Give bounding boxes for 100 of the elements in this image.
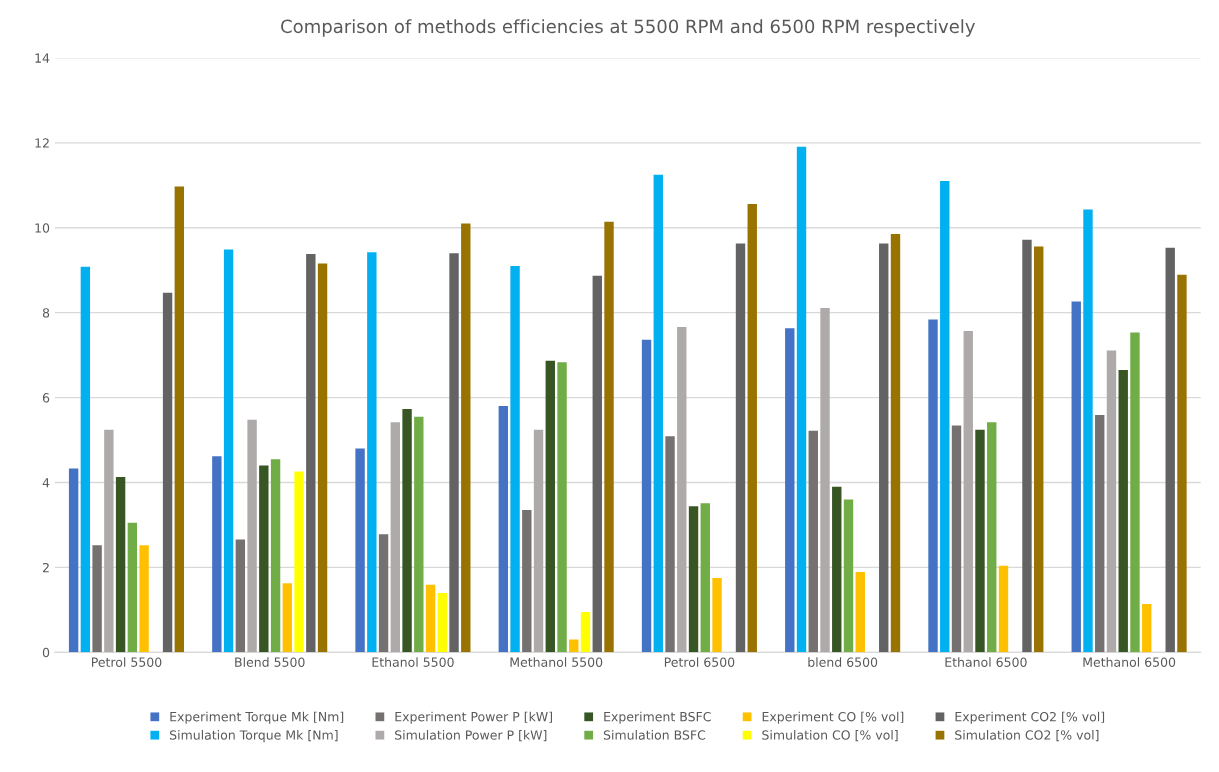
bar (928, 319, 938, 653)
y-tick-label: 6 (42, 393, 50, 403)
bar (879, 243, 889, 653)
bar (139, 545, 149, 653)
bar (425, 584, 436, 653)
bar (510, 265, 520, 653)
y-tick-label: 2 (42, 562, 49, 573)
bar (533, 429, 544, 653)
legend-label: Experiment BSFC (604, 711, 711, 724)
bar (461, 223, 471, 653)
x-tick-label: Methanol 6500 (1083, 657, 1176, 667)
bar (1118, 369, 1128, 653)
bar (951, 425, 962, 653)
bar (545, 360, 555, 653)
bar (1095, 414, 1105, 653)
bar (604, 221, 614, 653)
bar (796, 146, 807, 653)
x-tick-label: Petrol 6500 (664, 657, 735, 667)
bar (402, 409, 412, 653)
bar (282, 583, 293, 653)
bar (223, 249, 234, 653)
bar (104, 429, 114, 653)
bar (1034, 246, 1044, 653)
bar (414, 416, 424, 653)
x-tick-label: Blend 5500 (235, 657, 305, 667)
legend-label: Experiment CO [% vol] (762, 711, 904, 724)
bar (1177, 274, 1187, 653)
bar (259, 465, 269, 653)
bar (665, 436, 675, 653)
bar (987, 422, 997, 653)
bar (390, 422, 401, 653)
y-tick-label: 14 (35, 53, 50, 63)
legend-label: Experiment Torque Mk [Nm] (170, 711, 344, 724)
legend-label: Simulation Torque Mk [Nm] (170, 730, 338, 743)
bar (437, 592, 447, 653)
x-tick-label: Ethanol 5500 (372, 657, 454, 667)
legend-label: Experiment Power P [kW] (395, 711, 552, 724)
bar (677, 327, 687, 653)
legend-label: Simulation Power P [kW] (395, 730, 547, 742)
bar (80, 266, 91, 653)
bar (855, 572, 865, 653)
bar (306, 254, 316, 653)
legend-label: Simulation BSFC (603, 730, 706, 740)
bar (688, 506, 699, 653)
bar (700, 503, 710, 653)
bar (1083, 209, 1093, 653)
bar (1130, 332, 1140, 653)
bar (1165, 247, 1175, 653)
bar (890, 234, 901, 653)
y-tick-label: 10 (35, 223, 50, 233)
bar (832, 486, 842, 653)
bar (940, 181, 950, 653)
bar (1022, 239, 1032, 653)
bar (294, 471, 304, 653)
bar (162, 292, 173, 653)
x-tick-label: blend 6500 (808, 657, 878, 667)
bar (808, 430, 818, 653)
bar (127, 522, 138, 653)
bar (355, 448, 365, 653)
bar (1142, 603, 1152, 653)
bar (641, 339, 652, 653)
legend-label: Simulation CO2 [% vol] (955, 730, 1099, 742)
bar (270, 459, 281, 653)
bar (522, 510, 532, 653)
bar (498, 406, 509, 653)
bar (592, 275, 602, 653)
bar (317, 263, 328, 653)
bar (449, 253, 459, 653)
legend-label: Experiment CO2 [% vol] (955, 711, 1105, 724)
bar (580, 612, 591, 653)
chart-title: Comparison of methods efficiencies at 5500 RPM and 6500 RPM respectively (281, 19, 975, 37)
bar (712, 578, 722, 653)
bar (1071, 301, 1081, 653)
bar (115, 476, 126, 653)
legend-label: Simulation CO [% vol] (762, 730, 898, 742)
bar (998, 565, 1009, 653)
x-tick-label: Petrol 5500 (91, 657, 162, 667)
y-tick-label: 8 (42, 308, 50, 318)
y-tick-label: 0 (42, 647, 50, 658)
bar (247, 419, 257, 653)
bar (367, 252, 377, 653)
bar (975, 429, 985, 653)
bar (785, 328, 795, 653)
bar (557, 362, 567, 653)
bar (653, 174, 663, 653)
bar (963, 330, 973, 653)
bar (735, 243, 746, 653)
bar (843, 499, 854, 653)
x-tick-label: Methanol 5500 (510, 657, 603, 667)
bar (68, 468, 79, 653)
y-tick-label: 12 (35, 138, 49, 148)
bar (235, 539, 246, 653)
bar (569, 639, 579, 653)
bar (820, 307, 830, 653)
bar (747, 203, 757, 653)
bar (1106, 350, 1117, 653)
bar (378, 534, 389, 653)
y-tick-label: 4 (42, 478, 50, 488)
bar (92, 545, 102, 653)
x-tick-label: Ethanol 6500 (945, 657, 1027, 667)
